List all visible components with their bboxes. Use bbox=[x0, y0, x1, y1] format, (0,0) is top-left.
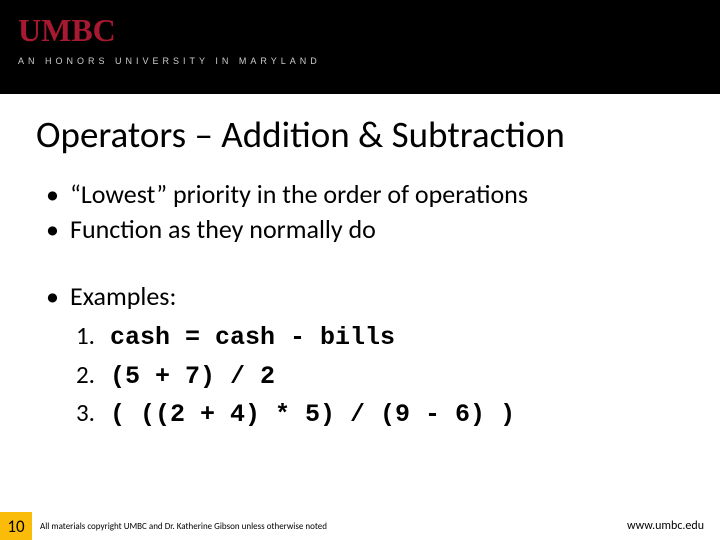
footer: 10 All materials copyright UMBC and Dr. … bbox=[0, 512, 720, 540]
logo-tagline: AN HONORS UNIVERSITY IN MARYLAND bbox=[18, 56, 702, 66]
slide-content: “Lowest” priority in the order of operat… bbox=[0, 167, 720, 433]
examples-list: 1.cash = cash - bills 2.(5 + 7) / 2 3.( … bbox=[46, 318, 680, 433]
example-code: cash = cash - bills bbox=[110, 323, 395, 352]
example-code: (5 + 7) / 2 bbox=[110, 362, 275, 391]
bullet-item: “Lowest” priority in the order of operat… bbox=[46, 177, 680, 212]
example-item: 3.( ((2 + 4) * 5) / (9 - 6) ) bbox=[76, 395, 680, 433]
bullet-list: “Lowest” priority in the order of operat… bbox=[46, 177, 680, 247]
bullet-item: Function as they normally do bbox=[46, 212, 680, 247]
logo-text: UMBC bbox=[18, 14, 702, 46]
copyright-text: All materials copyright UMBC and Dr. Kat… bbox=[32, 521, 627, 532]
slide-title: Operators – Addition & Subtraction bbox=[0, 94, 720, 167]
example-number: 3. bbox=[76, 395, 110, 431]
page-number: 10 bbox=[0, 512, 32, 540]
examples-section: Examples: bbox=[46, 279, 680, 314]
site-url: www.umbc.edu bbox=[627, 519, 720, 533]
example-number: 1. bbox=[76, 318, 110, 354]
example-code: ( ((2 + 4) * 5) / (9 - 6) ) bbox=[110, 400, 515, 429]
example-item: 2.(5 + 7) / 2 bbox=[76, 357, 680, 395]
example-number: 2. bbox=[76, 357, 110, 393]
header-bar: UMBC AN HONORS UNIVERSITY IN MARYLAND bbox=[0, 0, 720, 94]
examples-label: Examples: bbox=[46, 279, 680, 314]
example-item: 1.cash = cash - bills bbox=[76, 318, 680, 356]
